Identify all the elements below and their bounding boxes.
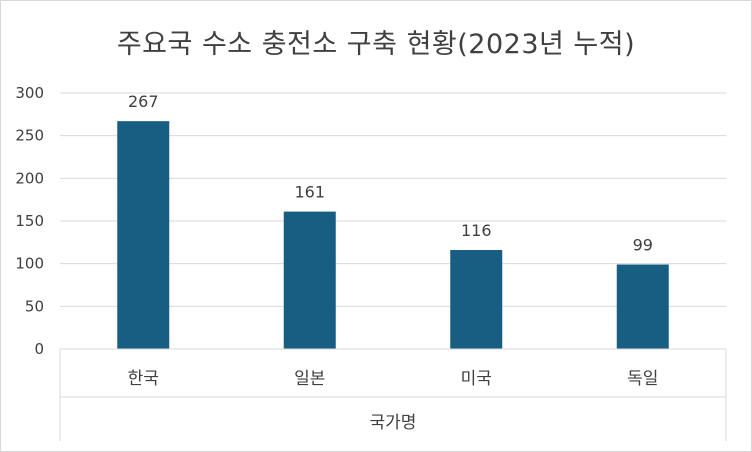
bars [117, 121, 669, 349]
data-label: 161 [294, 183, 325, 202]
y-tick-label: 100 [15, 255, 44, 273]
y-tick-label: 250 [15, 127, 44, 145]
y-tick-label: 300 [15, 84, 44, 102]
data-label: 267 [128, 92, 159, 111]
data-label: 99 [633, 236, 653, 255]
y-tick-label: 150 [15, 212, 44, 230]
y-axis-ticks: 0 50 100 150 200 250 300 [15, 84, 44, 358]
x-category-label: 독일 [627, 369, 658, 389]
y-tick-label: 0 [34, 340, 44, 358]
x-category-label: 일본 [294, 369, 325, 389]
y-tick-label: 200 [15, 169, 44, 187]
category-axis: 한국 일본 미국 독일 [59, 348, 727, 441]
bar-1 [283, 211, 336, 349]
gridlines [60, 92, 726, 350]
data-labels: 267 161 116 99 [128, 92, 653, 254]
bar-3 [616, 264, 669, 349]
data-label: 116 [461, 221, 492, 240]
x-category-label: 한국 [128, 369, 159, 389]
bar-0 [117, 121, 170, 349]
y-tick-label: 50 [25, 297, 44, 315]
chart-title: 주요국 수소 충전소 구축 현황(2023년 누적) [116, 29, 636, 60]
x-category-label: 미국 [461, 369, 492, 389]
bar-2 [450, 250, 503, 349]
x-axis-title: 국가명 [370, 413, 417, 433]
